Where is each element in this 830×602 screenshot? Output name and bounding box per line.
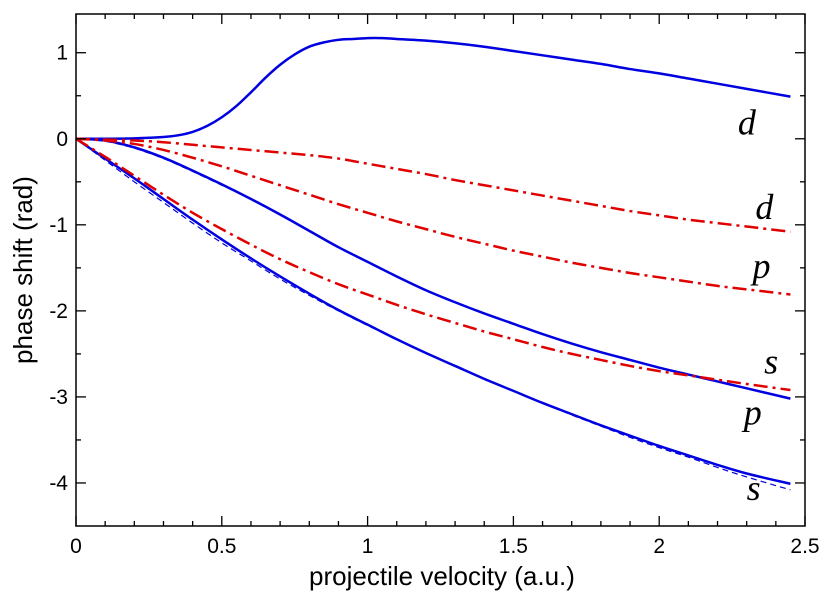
curve-label-s: s [747, 468, 761, 508]
curve-label-p: p [741, 392, 762, 432]
y-axis-title: phase shift (rad) [8, 176, 38, 364]
y-tick-label: 1 [56, 42, 68, 65]
x-tick-label: 0.5 [207, 535, 236, 558]
y-tick-label: -4 [49, 472, 68, 495]
x-axis-title: projectile velocity (a.u.) [309, 561, 575, 591]
axis-ticks-group [75, 14, 806, 526]
x-tick-label: 2 [653, 535, 665, 558]
y-tick-label: -1 [49, 214, 68, 237]
series-line-blue-p [75, 137, 791, 400]
series-line-red-d [75, 137, 791, 233]
series-line-red-s [75, 137, 791, 392]
x-tick-label: 1.5 [499, 535, 528, 558]
series-line-blue-s-dashed [75, 138, 791, 491]
series-line-blue-s [75, 137, 791, 486]
plot-frame [75, 13, 806, 527]
y-tick-label: -2 [49, 300, 68, 323]
x-tick-label: 2.5 [790, 535, 819, 558]
curve-label-d: d [755, 187, 774, 227]
series-line-blue-d [75, 36, 791, 141]
data-series-group [75, 36, 791, 491]
curve-label-s: s [764, 342, 778, 382]
y-tick-label: 0 [56, 128, 68, 151]
x-tick-label: 1 [362, 535, 374, 558]
series-line-red-p [75, 137, 791, 296]
tick-labels-group: 0 0.5 1 1.5 2 2.5 1 0 -1 -2 -3 -4 [49, 42, 819, 558]
curve-label-p: p [750, 246, 771, 286]
curve-label-d: d [738, 102, 757, 142]
y-tick-label: -3 [49, 386, 68, 409]
x-tick-label: 0 [70, 535, 82, 558]
